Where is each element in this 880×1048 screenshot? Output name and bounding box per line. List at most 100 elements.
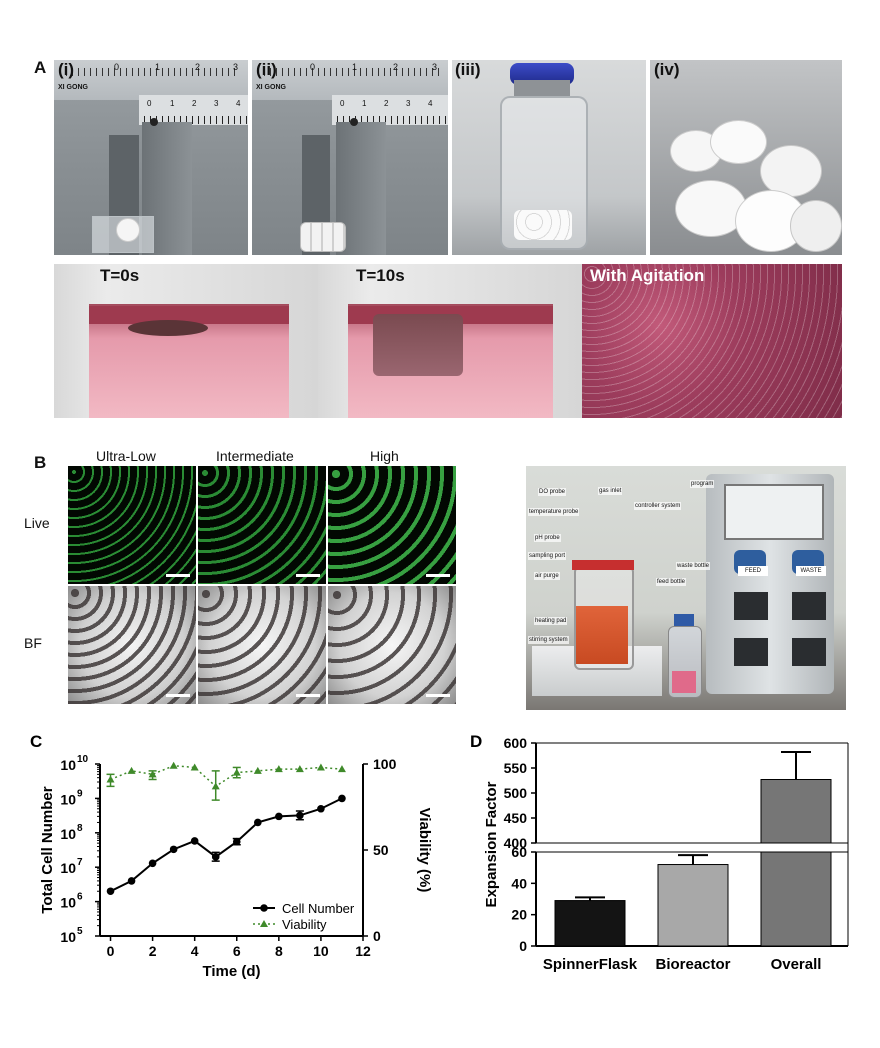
bar-spinnerflask	[554, 900, 626, 947]
y-left-tick-label: 10	[60, 895, 76, 911]
y-left-tick-label: 10	[60, 929, 76, 945]
y-left-tick-exponent: 10	[77, 754, 89, 765]
viability-point	[211, 782, 220, 790]
cell-number-line	[110, 797, 343, 893]
column-header: Ultra-Low	[96, 448, 156, 464]
viability-point	[253, 766, 262, 774]
caliper-tick: 2	[195, 62, 201, 72]
bioreactor-photo: FEED WASTE	[526, 466, 846, 710]
subpanel-label: (i)	[58, 60, 75, 79]
bioreactor-label: stirring system	[528, 636, 569, 644]
cell-number-point	[317, 804, 325, 813]
caliper-tick: 1	[352, 62, 358, 72]
y-tick-label: 450	[504, 810, 528, 826]
caliper-tick: 1	[155, 62, 161, 72]
caliper-tick: 1	[362, 99, 367, 108]
category-label: Overall	[771, 956, 822, 973]
y-tick-label: 600	[504, 735, 528, 751]
y-left-tick-exponent: 8	[77, 823, 83, 834]
viability-point	[148, 770, 157, 778]
caliper-tick: 3	[406, 99, 411, 108]
y-axis-label: Expansion Factor	[483, 781, 500, 907]
y-left-tick-label: 10	[60, 860, 76, 876]
panel-b-letter: B	[34, 453, 47, 472]
panel-a-letter: A	[34, 58, 47, 77]
y-left-tick-label: 10	[60, 757, 76, 773]
cell-number-point	[190, 837, 199, 845]
x-tick-label: 4	[191, 943, 199, 959]
y-right-tick-label: 50	[373, 842, 389, 858]
y-right-tick-label: 100	[373, 756, 397, 772]
vial-photo	[452, 60, 646, 255]
caliper-tick: 0	[310, 62, 316, 72]
beaker-photo-t0	[54, 264, 318, 418]
column-header: High	[370, 448, 399, 464]
bar-overall-upper	[760, 779, 832, 844]
viability-point	[190, 763, 199, 771]
viability-point	[337, 765, 346, 773]
live-image-high	[328, 466, 456, 584]
caliper-photo-i	[54, 60, 248, 255]
viability-line	[110, 764, 343, 788]
legend-viability-label: Viability	[282, 917, 327, 932]
y-right-tick-label: 0	[373, 928, 381, 944]
time-label-t0: T=0s	[100, 266, 140, 285]
viability-point	[127, 766, 136, 774]
caliper-tick: 1	[170, 99, 175, 108]
legend-viability-marker	[260, 920, 268, 927]
subpanel-label: (iv)	[654, 60, 680, 79]
cell-number-point	[232, 837, 241, 846]
column-header: Intermediate	[216, 448, 294, 464]
y-left-tick-exponent: 7	[77, 857, 83, 868]
beaker-photo-t10	[318, 264, 582, 418]
cell-number-point	[106, 887, 115, 896]
x-tick-label: 10	[313, 943, 329, 959]
category-label: Bioreactor	[655, 956, 730, 973]
pump-label: FEED	[738, 566, 768, 576]
y-tick-label: 0	[519, 938, 527, 954]
caliper-tick: 0	[114, 62, 120, 72]
legend-cell-number-label: Cell Number	[282, 901, 355, 916]
bioreactor-label: controller system	[634, 502, 682, 510]
bioreactor-label: sampling port	[528, 552, 567, 560]
y-left-tick-label: 10	[60, 791, 76, 807]
x-tick-label: 2	[149, 943, 157, 959]
x-axis-label: Time (d)	[202, 963, 260, 980]
caliper-tick: 3	[214, 99, 219, 108]
x-tick-label: 0	[107, 943, 115, 959]
cell-number-point	[211, 853, 220, 861]
cell-number-point	[169, 845, 178, 854]
viability-point	[232, 768, 241, 776]
x-tick-label: 8	[275, 943, 283, 959]
viability-point	[295, 765, 304, 773]
cell-number-point	[148, 859, 157, 868]
y-tick-label: 20	[511, 907, 527, 923]
time-label-t10: T=10s	[356, 266, 405, 285]
cell-number-point	[253, 818, 262, 827]
bioreactor-label: DO probe	[538, 488, 567, 496]
viability-point	[169, 761, 178, 769]
caliper-brand: XI GONG	[256, 84, 286, 91]
caliper-tick: 2	[192, 99, 197, 108]
pump-label: WASTE	[796, 566, 826, 576]
y-left-tick-exponent: 9	[77, 788, 83, 799]
cell-number-point	[127, 877, 136, 885]
caliper-tick: 3	[233, 62, 239, 72]
y-right-axis-label: Viability (%)	[416, 808, 433, 893]
bar-bioreactor	[657, 864, 729, 947]
x-tick-label: 12	[355, 943, 371, 959]
viability-point	[316, 763, 325, 771]
caliper-tick: 2	[393, 62, 399, 72]
time-label-agitation: With Agitation	[590, 266, 705, 285]
agitation-photo	[582, 264, 842, 418]
y-left-axis-label: Total Cell Number	[39, 786, 56, 913]
caliper-brand: XI GONG	[58, 84, 88, 91]
y-tick-label: 550	[504, 760, 528, 776]
live-image-ultra-low	[68, 466, 196, 584]
subpanel-label: (iii)	[455, 60, 481, 79]
bioreactor-label: waste bottle	[676, 562, 711, 570]
caliper-photo-ii	[252, 60, 448, 255]
cell-number-point	[338, 794, 346, 803]
viability-point	[274, 765, 283, 773]
row-label: BF	[24, 635, 42, 651]
